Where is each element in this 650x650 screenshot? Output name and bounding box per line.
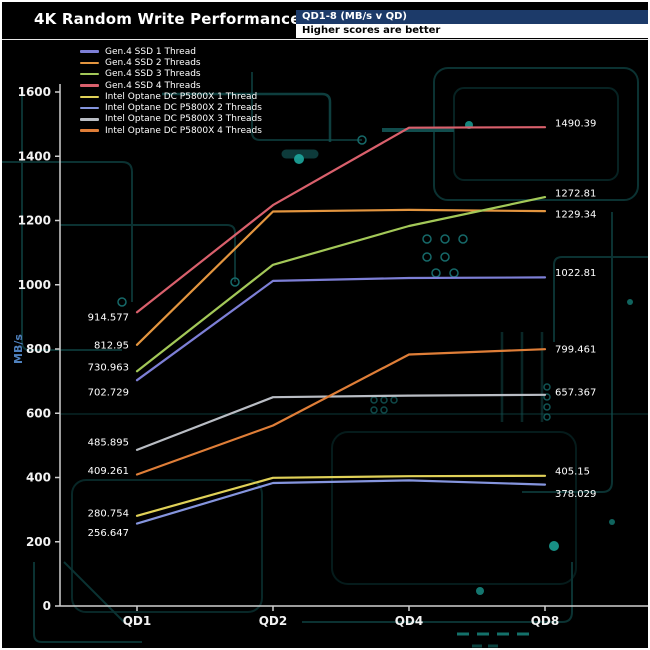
series-end-label: 1490.39 — [555, 119, 596, 130]
series-line — [135, 126, 547, 314]
legend-item: Intel Optane DC P5800X 1 Thread — [80, 91, 262, 102]
legend: Gen.4 SSD 1 Thread Gen.4 SSD 2 Threads Gen… — [80, 46, 262, 136]
legend-item: Gen.4 SSD 3 Threads — [80, 69, 262, 80]
series-line — [135, 393, 547, 451]
y-tick-label: 1600 — [18, 85, 51, 99]
legend-item: Intel Optane DC P5800X 4 Threads — [80, 125, 262, 136]
legend-item: Intel Optane DC P5800X 2 Threads — [80, 102, 262, 113]
y-tick-label: 800 — [26, 342, 51, 356]
series-end-label: 405.15 — [555, 466, 590, 477]
legend-swatch-icon — [80, 95, 99, 99]
legend-label: Gen.4 SSD 1 Thread — [105, 46, 196, 57]
series-line — [135, 479, 547, 525]
chart-header: 4K Random Write Performance — [2, 2, 648, 40]
y-axis-title: MB/s — [12, 334, 25, 364]
legend-label: Intel Optane DC P5800X 1 Thread — [105, 91, 258, 102]
y-tick-label: 1000 — [18, 278, 51, 292]
x-tick-label: QD4 — [395, 614, 424, 628]
series-start-label: 256.647 — [88, 528, 129, 539]
series-line — [135, 196, 547, 373]
y-tick-label: 1200 — [18, 214, 51, 228]
series-end-label: 1272.81 — [555, 189, 596, 200]
legend-swatch-icon — [80, 72, 99, 76]
series-line — [135, 474, 547, 517]
series-line — [135, 348, 547, 476]
header-right-bars: QD1-8 (MB/s v QD) Higher scores are bett… — [296, 10, 648, 38]
note-bar: Higher scores are better — [296, 24, 648, 38]
series-start-label: 409.261 — [88, 466, 129, 477]
series-end-label: 1022.81 — [555, 268, 596, 279]
page-title: 4K Random Write Performance — [34, 10, 301, 28]
series-line — [135, 276, 547, 382]
legend-swatch-icon — [80, 118, 99, 121]
series-end-label: 378.029 — [555, 489, 596, 500]
series-start-label: 485.895 — [88, 437, 129, 448]
series-start-label: 914.577 — [88, 313, 129, 324]
legend-label: Gen.4 SSD 3 Threads — [105, 69, 201, 80]
legend-item: Gen.4 SSD 2 Threads — [80, 57, 262, 68]
series-end-label: 657.367 — [555, 387, 596, 398]
x-tick-label: QD1 — [123, 614, 152, 628]
legend-item: Gen.4 SSD 1 Thread — [80, 46, 262, 57]
series-end-label: 799.461 — [555, 345, 596, 356]
x-tick-label: QD2 — [259, 614, 288, 628]
subtitle-bar: QD1-8 (MB/s v QD) — [296, 10, 648, 24]
legend-item: Gen.4 SSD 4 Threads — [80, 80, 262, 91]
x-tick-label: QD8 — [531, 614, 560, 628]
legend-label: Intel Optane DC P5800X 2 Threads — [105, 103, 262, 114]
y-tick-label: 400 — [26, 471, 51, 485]
series-start-label: 730.963 — [88, 363, 129, 374]
series-start-label: 812.95 — [94, 340, 129, 351]
y-tick-label: 600 — [26, 406, 51, 420]
legend-swatch-icon — [80, 129, 99, 132]
series-end-label: 1229.34 — [555, 210, 596, 221]
legend-label: Intel Optane DC P5800X 3 Threads — [105, 114, 262, 125]
legend-swatch-icon — [80, 61, 99, 65]
legend-label: Gen.4 SSD 2 Threads — [105, 57, 201, 68]
y-tick-label: 0 — [43, 599, 51, 613]
legend-item: Intel Optane DC P5800X 3 Threads — [80, 114, 262, 125]
legend-swatch-icon — [80, 84, 99, 87]
legend-label: Gen.4 SSD 4 Threads — [105, 80, 201, 91]
series-start-label: 702.729 — [88, 388, 129, 399]
y-tick-label: 1400 — [18, 149, 51, 163]
legend-label: Intel Optane DC P5800X 4 Threads — [105, 125, 262, 136]
legend-swatch-icon — [80, 50, 99, 53]
series-start-label: 280.754 — [88, 508, 129, 519]
y-tick-label: 200 — [26, 535, 51, 549]
legend-swatch-icon — [80, 106, 99, 110]
